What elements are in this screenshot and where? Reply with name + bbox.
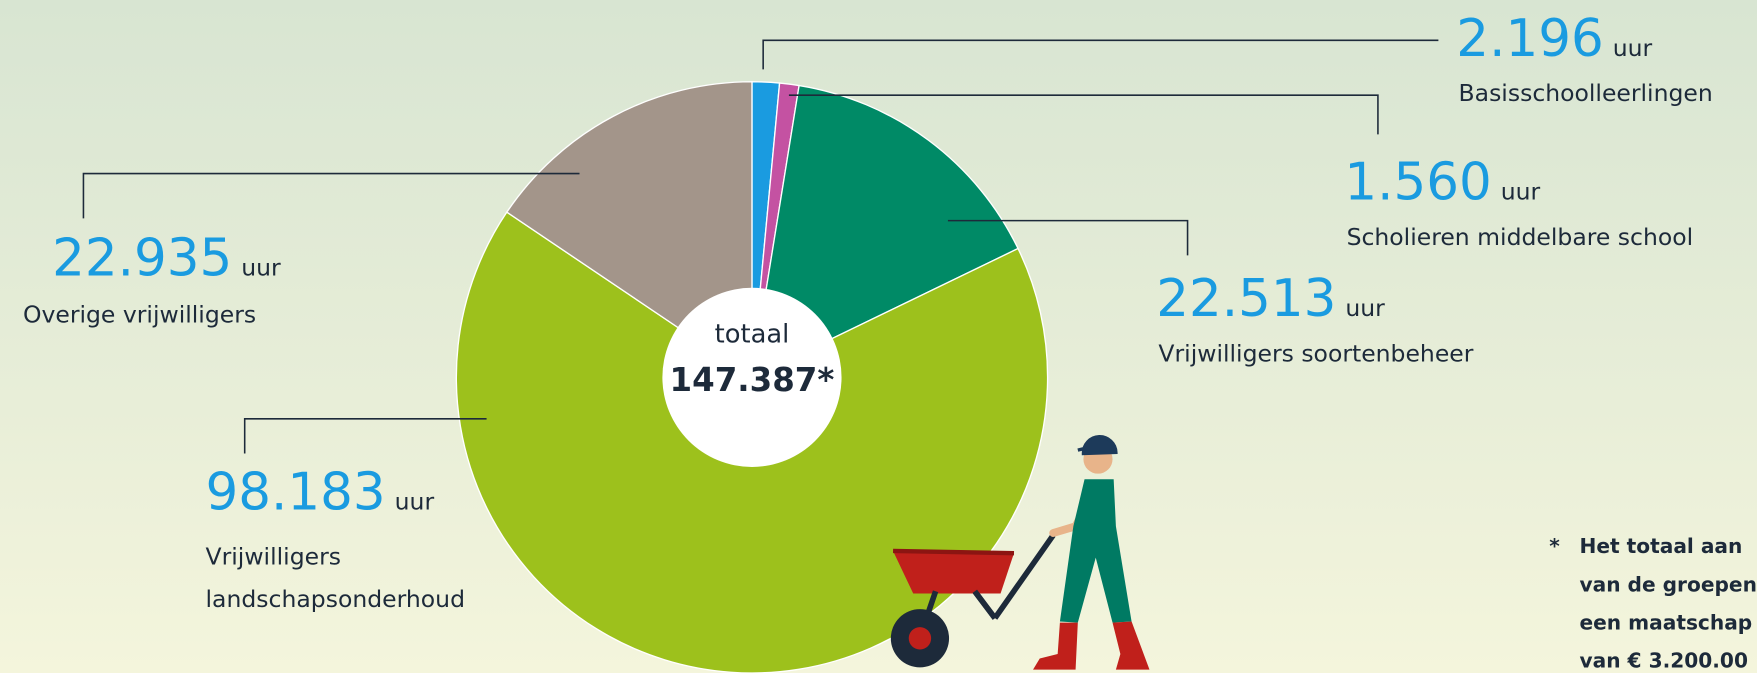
center-label: totaal bbox=[715, 320, 790, 350]
value-label: 22.513 bbox=[1156, 269, 1336, 329]
leader-line bbox=[788, 94, 1379, 135]
wheelbarrow-rim bbox=[893, 548, 1015, 556]
center-hole bbox=[662, 287, 842, 467]
boot-right bbox=[1112, 621, 1150, 670]
cap bbox=[1077, 435, 1118, 456]
value-label: 22.935 bbox=[52, 228, 232, 288]
footnote-line: Het totaal aan bbox=[1579, 534, 1742, 558]
value-label: 1.560 bbox=[1344, 152, 1491, 212]
category-label: Vrijwilligers landschapsonderhoud bbox=[205, 543, 466, 613]
center-value: 147.387* bbox=[670, 361, 835, 399]
unit-label: uur bbox=[1345, 294, 1385, 322]
unit-label: uur bbox=[395, 488, 435, 516]
pie-slice bbox=[751, 84, 1019, 379]
category-label: Scholieren middelbare school bbox=[1347, 223, 1694, 251]
unit-label: uur bbox=[1613, 34, 1653, 62]
footnote-line: van € 3.200.00 bbox=[1579, 648, 1747, 672]
category-label: Overige vrijwilligers bbox=[23, 301, 256, 329]
footnote-marker: * bbox=[1549, 534, 1560, 558]
unit-label: uur bbox=[241, 253, 281, 281]
leader-line bbox=[82, 172, 580, 219]
category-label-box: Vrijwilligers landschapsonderhoud bbox=[205, 543, 466, 613]
overall bbox=[1059, 479, 1132, 623]
leader-line bbox=[947, 219, 1189, 256]
pie-slice bbox=[505, 81, 753, 379]
category-label: Basisschoolleerlingen bbox=[1459, 79, 1713, 107]
illustration bbox=[890, 435, 1150, 670]
leader-line bbox=[762, 39, 1439, 70]
footnote-line: van de groepen bbox=[1579, 572, 1756, 596]
value-label: 2.196 bbox=[1456, 9, 1603, 69]
wheel-hub bbox=[908, 627, 932, 650]
unit-label: uur bbox=[1501, 177, 1541, 205]
wheelbarrow-tray bbox=[893, 550, 1014, 594]
boot-left bbox=[1033, 622, 1078, 670]
value-label: 98.183 bbox=[206, 463, 386, 523]
category-label: Vrijwilligers soortenbeheer bbox=[1158, 340, 1473, 368]
leader-line bbox=[243, 418, 487, 454]
footnote-line: een maatschap bbox=[1579, 610, 1752, 634]
